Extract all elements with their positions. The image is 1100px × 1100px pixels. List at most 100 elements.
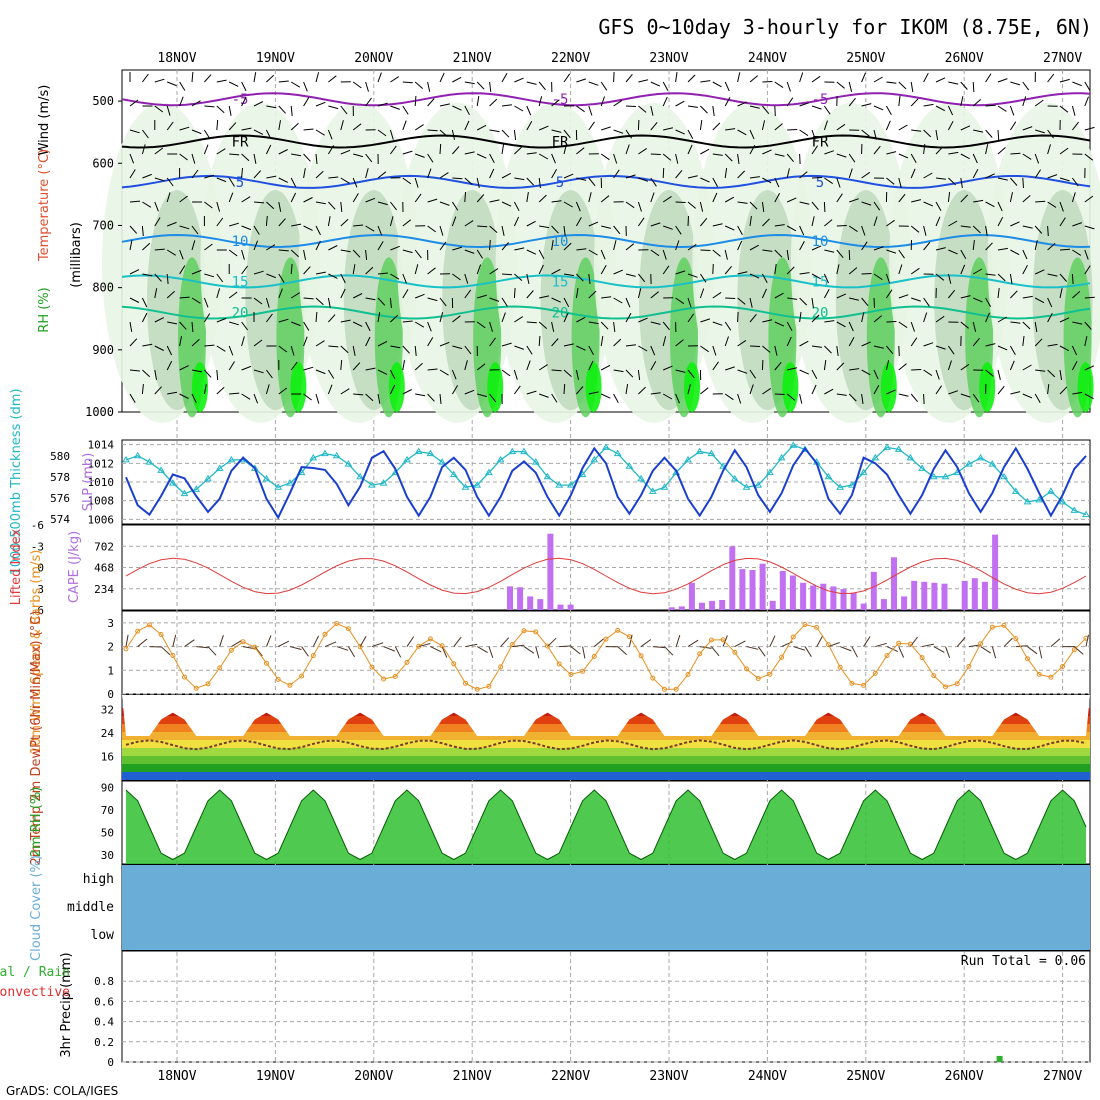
wind-barb xyxy=(365,249,368,260)
wind-barb xyxy=(154,105,164,113)
wind-barb xyxy=(787,297,798,300)
wind-barb xyxy=(241,167,243,179)
thickness-point xyxy=(449,470,458,478)
wind-barb xyxy=(786,97,794,107)
wind-barb xyxy=(774,345,778,356)
wind-speed-point xyxy=(252,644,258,650)
wind-barb xyxy=(811,314,820,323)
wind-barb xyxy=(538,264,544,275)
date-label-bottom: 23NOV xyxy=(649,1069,688,1084)
wind-barb xyxy=(340,105,348,115)
wind-barb xyxy=(712,177,719,187)
wind-barb xyxy=(849,198,859,203)
wind-barb xyxy=(141,144,146,155)
wind-barb xyxy=(253,170,262,179)
wind-speed-point xyxy=(275,676,281,682)
wind-barb xyxy=(427,337,434,347)
wind-barb xyxy=(898,393,909,397)
wind-barb xyxy=(551,99,560,107)
thickness-point xyxy=(168,479,177,486)
wind-barb xyxy=(588,81,599,86)
wind-speed-point xyxy=(978,641,984,647)
wind-barb xyxy=(675,100,685,107)
wind-barb xyxy=(663,365,673,371)
wind-barb xyxy=(724,97,731,107)
cloud-level-label: high xyxy=(83,872,114,887)
ylabel-rh: RH (%) xyxy=(37,287,52,332)
wind-barb xyxy=(836,393,847,396)
wind-barb xyxy=(973,199,984,203)
wind-barb xyxy=(861,393,864,404)
li-tick-label: 6 xyxy=(37,604,44,617)
cape-bar xyxy=(971,578,978,610)
wind-barb xyxy=(551,225,559,234)
wind-barb xyxy=(290,345,295,356)
wind-barb xyxy=(662,249,667,260)
wind-barb xyxy=(377,297,386,306)
wind-barb xyxy=(551,268,561,275)
wind-barb xyxy=(588,290,597,299)
wind-barb xyxy=(414,249,422,259)
wind-barb xyxy=(551,240,554,251)
temp-band xyxy=(122,756,1090,764)
wind-barb xyxy=(600,393,611,399)
wind-barb xyxy=(625,384,629,395)
wind-speed-point xyxy=(427,636,433,642)
wind-barb xyxy=(774,361,782,371)
wind-barb-10m xyxy=(839,646,852,652)
wind-barb xyxy=(799,201,810,205)
wind-barb xyxy=(439,129,448,137)
wind-barb xyxy=(291,223,302,227)
wind-barb xyxy=(923,297,930,307)
cape-bar xyxy=(911,580,918,610)
wind-barb xyxy=(625,174,636,179)
wind-barb xyxy=(1059,217,1066,227)
date-label-top: 26NOV xyxy=(945,51,984,66)
wind-barb xyxy=(290,81,301,88)
isotherm-label: 15 xyxy=(552,274,569,290)
ylabel-lifted-index: Lifted Index xyxy=(9,528,24,605)
wind-barb xyxy=(303,297,314,300)
cape-bar xyxy=(840,589,847,610)
wind-barb xyxy=(1010,81,1021,86)
wind-barb xyxy=(997,273,1006,282)
wind-speed-point xyxy=(205,681,211,687)
wind-barb xyxy=(650,392,661,395)
wind-barb xyxy=(948,220,958,227)
wind-barb xyxy=(886,345,894,355)
wind-barb xyxy=(650,249,660,257)
wind-barb xyxy=(315,153,318,164)
wind-barb xyxy=(638,147,647,155)
wind-barb xyxy=(141,384,144,395)
wind-barb xyxy=(613,369,624,373)
wind-barb xyxy=(824,150,835,155)
wind-barb xyxy=(365,393,374,402)
wind-barb xyxy=(910,267,920,275)
wind-barb xyxy=(340,249,351,253)
wind-barb xyxy=(1059,147,1069,155)
wind-barb xyxy=(861,72,866,83)
wind-barb xyxy=(179,296,190,299)
wind-barb xyxy=(563,225,566,236)
wind-barb xyxy=(390,314,399,323)
date-label-bottom: 24NOV xyxy=(748,1069,787,1084)
wind-barb xyxy=(1059,201,1064,212)
wind-speed-point xyxy=(310,653,316,659)
wind-barb xyxy=(774,105,776,117)
wind-barb xyxy=(241,81,247,92)
wind-barb xyxy=(191,153,196,164)
wind-barb xyxy=(799,129,809,137)
wind-barb xyxy=(327,297,331,308)
wind-barb xyxy=(985,201,995,208)
wind-barb xyxy=(637,288,642,299)
wind-barb xyxy=(340,201,343,212)
wind-barb xyxy=(1084,81,1091,91)
wind-tick-label: 0 xyxy=(107,688,114,701)
wind-speed-point xyxy=(744,666,749,672)
wind-barb xyxy=(1022,321,1031,330)
wind-barb xyxy=(972,168,979,179)
wind-barb-10m xyxy=(476,646,488,654)
wind-barb xyxy=(315,129,325,136)
wind-barb xyxy=(972,81,975,93)
wind-barb xyxy=(948,390,959,395)
